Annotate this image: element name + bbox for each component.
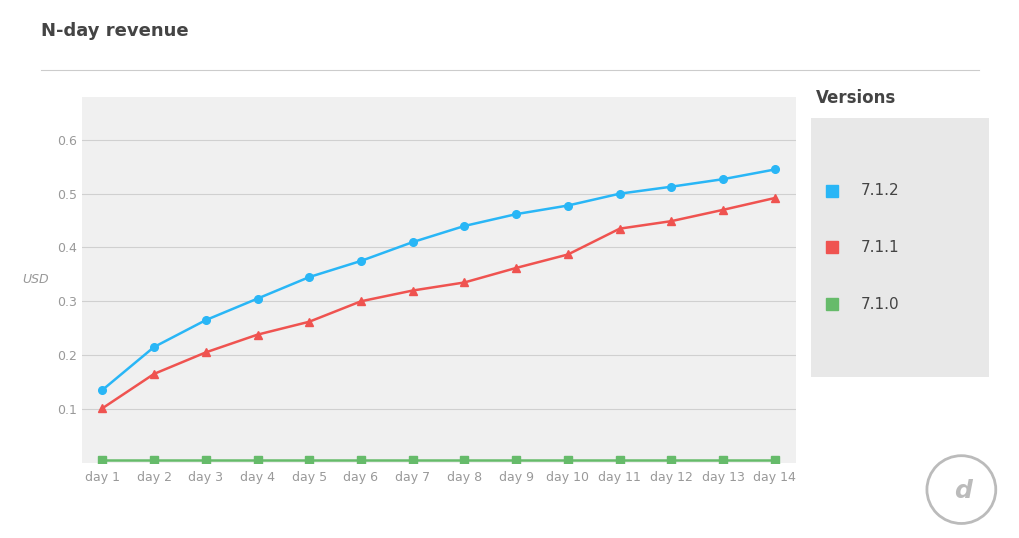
7.1.2 bbox=[458, 223, 470, 229]
Text: 7.1.0: 7.1.0 bbox=[860, 297, 899, 312]
7.1.1 bbox=[613, 225, 626, 232]
Text: 7.1.2: 7.1.2 bbox=[860, 183, 899, 198]
7.1.2 bbox=[355, 258, 367, 264]
7.1.2 bbox=[768, 166, 781, 173]
7.1.2 bbox=[303, 274, 315, 280]
7.1.1 bbox=[561, 251, 574, 258]
7.1.2 bbox=[407, 239, 419, 245]
7.1.0 bbox=[510, 457, 522, 463]
Text: d: d bbox=[953, 479, 971, 503]
7.1.2 bbox=[148, 344, 160, 350]
7.1.2 bbox=[200, 317, 212, 323]
7.1.1 bbox=[251, 331, 263, 338]
7.1.1 bbox=[148, 371, 160, 377]
7.1.0 bbox=[355, 457, 367, 463]
7.1.0 bbox=[303, 457, 315, 463]
7.1.1 bbox=[510, 265, 522, 271]
7.1.1 bbox=[407, 287, 419, 294]
Text: N-day revenue: N-day revenue bbox=[41, 22, 189, 39]
7.1.1 bbox=[200, 349, 212, 356]
7.1.0 bbox=[613, 457, 626, 463]
Line: 7.1.0: 7.1.0 bbox=[99, 456, 777, 464]
7.1.0 bbox=[664, 457, 677, 463]
7.1.0 bbox=[148, 457, 160, 463]
7.1.1 bbox=[768, 195, 781, 201]
Text: 7.1.1: 7.1.1 bbox=[860, 240, 899, 255]
7.1.2 bbox=[613, 190, 626, 197]
7.1.1 bbox=[716, 207, 729, 213]
7.1.2 bbox=[716, 176, 729, 182]
Line: 7.1.1: 7.1.1 bbox=[99, 194, 777, 412]
7.1.2 bbox=[251, 295, 263, 302]
7.1.0 bbox=[458, 457, 470, 463]
7.1.0 bbox=[407, 457, 419, 463]
7.1.0 bbox=[96, 457, 108, 463]
7.1.1 bbox=[355, 298, 367, 305]
7.1.1 bbox=[458, 279, 470, 286]
7.1.0 bbox=[716, 457, 729, 463]
7.1.1 bbox=[96, 405, 108, 412]
7.1.2 bbox=[510, 211, 522, 217]
7.1.1 bbox=[664, 218, 677, 224]
7.1.2 bbox=[561, 202, 574, 209]
7.1.2 bbox=[664, 183, 677, 190]
7.1.0 bbox=[561, 457, 574, 463]
Y-axis label: USD: USD bbox=[22, 273, 49, 286]
7.1.2 bbox=[96, 387, 108, 393]
7.1.1 bbox=[303, 318, 315, 325]
7.1.0 bbox=[251, 457, 263, 463]
7.1.0 bbox=[200, 457, 212, 463]
7.1.0 bbox=[768, 457, 781, 463]
Line: 7.1.2: 7.1.2 bbox=[99, 166, 777, 394]
Text: Versions: Versions bbox=[815, 89, 896, 107]
